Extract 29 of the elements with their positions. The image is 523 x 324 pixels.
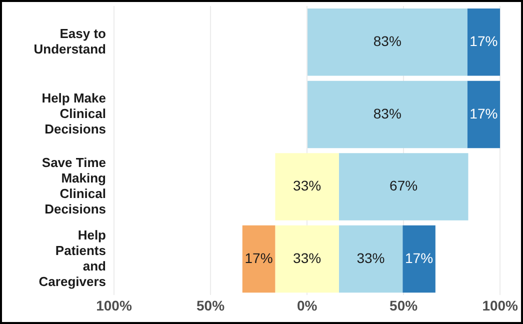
x-tick-label: 50% — [390, 297, 418, 314]
data-label: 33% — [293, 178, 322, 194]
y-tick-label: Help Patients and Caregivers — [38, 227, 106, 289]
bar — [467, 80, 500, 148]
y-tick-label: Save Time Making Clinical Decisions — [42, 155, 106, 217]
data-label: 17% — [405, 250, 434, 266]
data-label: 83% — [373, 105, 402, 122]
data-label: 67% — [390, 178, 418, 194]
x-tick-label: 0% — [296, 297, 318, 314]
bar — [467, 8, 500, 76]
y-tick-label: Help Make Clinical Decisions — [42, 90, 106, 137]
bar — [402, 225, 436, 293]
bar — [338, 153, 468, 220]
bar — [275, 153, 339, 220]
bar — [275, 225, 339, 293]
x-tick-label: 100% — [482, 297, 519, 314]
data-label: 33% — [293, 250, 322, 266]
data-label: 33% — [356, 250, 385, 266]
data-label: 83% — [373, 33, 402, 50]
data-label: 17% — [470, 105, 498, 122]
x-tick-label: 100% — [96, 297, 132, 314]
data-label: 17% — [470, 33, 498, 50]
y-tick-label: Easy to Understand — [34, 26, 106, 56]
data-label: 17% — [244, 250, 273, 266]
x-tick-label: 50% — [196, 297, 226, 314]
bar — [242, 225, 276, 293]
bar — [308, 80, 468, 148]
bar — [308, 8, 468, 76]
bar — [338, 225, 403, 293]
